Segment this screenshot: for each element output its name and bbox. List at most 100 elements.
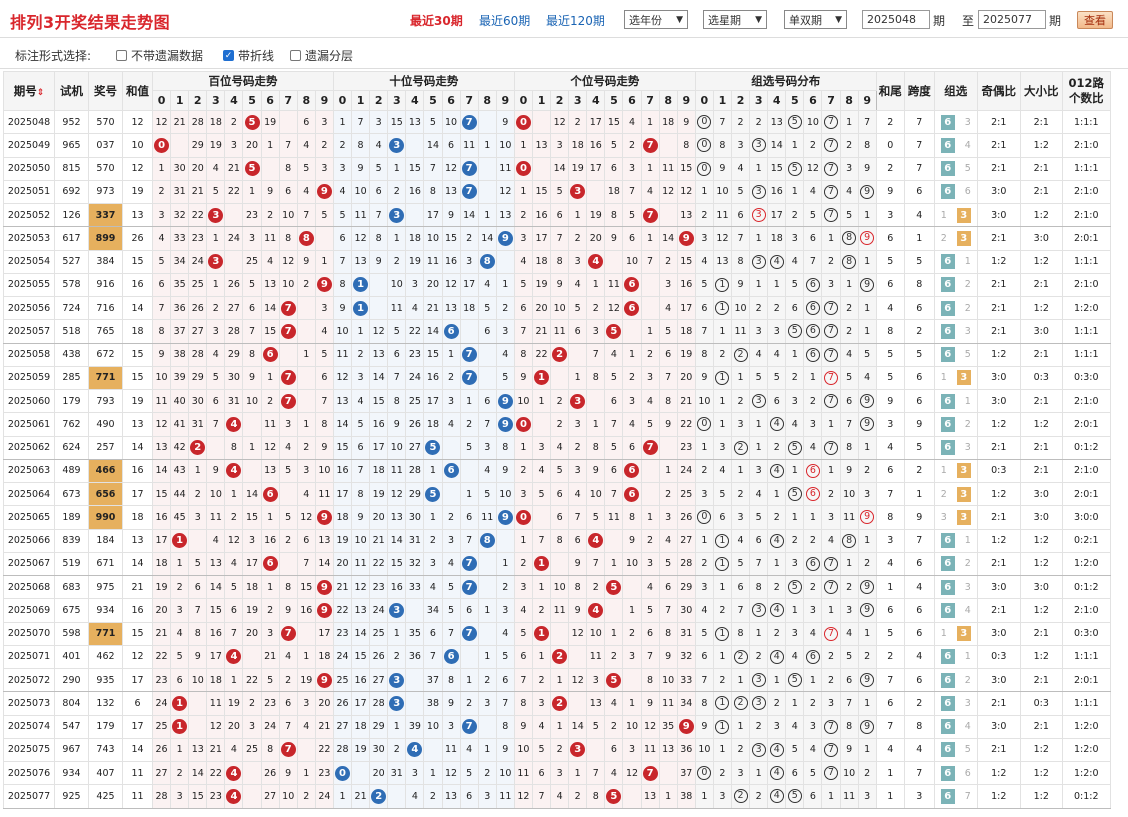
sum-cell: 12 bbox=[122, 109, 153, 135]
digit-header-3: 3 bbox=[749, 90, 769, 111]
t-cell: 2 bbox=[351, 342, 371, 367]
u-cell: 1 bbox=[531, 644, 552, 670]
issue-to-input[interactable]: 2025077 bbox=[978, 10, 1046, 29]
week-select[interactable]: 选星期 ▼ bbox=[703, 10, 767, 29]
sum-cell: 13 bbox=[122, 528, 153, 553]
checkbox-no-omission[interactable] bbox=[116, 50, 127, 61]
col-sum-tail: 和尾 bbox=[875, 71, 905, 111]
query-button[interactable]: 查看 bbox=[1077, 11, 1113, 29]
trial-cell: 673 bbox=[54, 481, 89, 507]
t-cell: 11 bbox=[351, 202, 371, 228]
option-no-omission[interactable]: 不带遗漏数据 bbox=[116, 47, 203, 64]
t-cell: 4 bbox=[477, 458, 497, 484]
h-cell: 26 bbox=[260, 760, 280, 786]
trial-cell: 934 bbox=[54, 760, 89, 786]
sum-cell: 26 bbox=[122, 226, 153, 251]
t-cell: 13 bbox=[441, 295, 461, 321]
t-cell: 3 bbox=[495, 319, 515, 344]
range-recent-60[interactable]: 最近60期 bbox=[479, 14, 531, 28]
h-cell bbox=[224, 202, 244, 228]
h-cell: 2 bbox=[296, 272, 316, 298]
ring-4: 4 bbox=[769, 603, 784, 618]
t-cell: 5 bbox=[332, 202, 353, 228]
h-cell: 1 bbox=[260, 133, 280, 158]
h-cell: 2 bbox=[278, 528, 298, 553]
h-cell: 3 bbox=[296, 691, 316, 716]
t-cell: 3 bbox=[423, 551, 443, 577]
h-cell: 18 bbox=[151, 551, 172, 577]
col-odd-even: 奇偶比 bbox=[976, 71, 1021, 111]
big-small-cell: 1:2 bbox=[1019, 644, 1063, 670]
u-cell bbox=[550, 621, 570, 646]
h-cell: 9 bbox=[278, 598, 298, 623]
t-cell: 1 bbox=[332, 784, 353, 809]
ring-8: 8 bbox=[842, 254, 857, 269]
issue-from-input[interactable]: 2025048 bbox=[862, 10, 930, 29]
group-other: 1 bbox=[964, 535, 971, 547]
u-cell: 2 bbox=[550, 342, 570, 367]
h-cell: 9 bbox=[314, 667, 334, 693]
group-dist-cell: 3 bbox=[785, 621, 805, 646]
trial-cell: 285 bbox=[54, 365, 89, 391]
h-cell: 7 bbox=[206, 412, 226, 437]
group-dist-cell: 5 bbox=[803, 760, 823, 786]
sum-cell: 16 bbox=[122, 598, 153, 623]
h-cell: 4 bbox=[260, 249, 280, 274]
h-cell: 37 bbox=[170, 319, 190, 344]
digit-header-7: 7 bbox=[640, 90, 660, 111]
t-cell: 25 bbox=[332, 667, 353, 693]
h-cell: 7 bbox=[188, 598, 208, 623]
u-cell: 3 bbox=[586, 667, 606, 693]
h-cell bbox=[278, 481, 298, 507]
range-recent-30[interactable]: 最近30期 bbox=[410, 14, 463, 28]
trial-cell: 925 bbox=[54, 784, 89, 809]
t-cell: 8 bbox=[495, 714, 515, 739]
t-cell: 2 bbox=[369, 784, 389, 809]
h-cell: 8 bbox=[278, 156, 298, 181]
option-with-line[interactable]: ✓ 带折线 bbox=[223, 47, 274, 64]
t-cell: 7 bbox=[332, 249, 353, 274]
year-select[interactable]: 选年份 ▼ bbox=[624, 10, 688, 29]
ball-t-9: 9 bbox=[497, 416, 513, 432]
digit-header-8: 8 bbox=[296, 90, 316, 111]
digit-header-1: 1 bbox=[712, 90, 733, 111]
t-cell: 6 bbox=[495, 667, 515, 693]
u-cell: 3 bbox=[568, 388, 588, 414]
u-cell: 4 bbox=[568, 481, 588, 507]
h-cell: 15 bbox=[242, 505, 262, 530]
h-cell: 20 bbox=[224, 714, 244, 739]
u-cell: 1 bbox=[622, 598, 642, 623]
group-dist-cell: 2 bbox=[767, 435, 787, 460]
ring-9: 9 bbox=[860, 184, 875, 199]
sort-icon[interactable]: ⇕ bbox=[36, 88, 45, 98]
t-cell: 18 bbox=[423, 412, 443, 437]
group-dist-cell: 2 bbox=[694, 551, 714, 577]
checkbox-with-line[interactable]: ✓ bbox=[223, 50, 234, 61]
u-cell: 1 bbox=[550, 714, 570, 739]
u-cell: 25 bbox=[676, 481, 696, 507]
group-dist-cell: 1 bbox=[803, 667, 823, 693]
parity-select[interactable]: 单双期 ▼ bbox=[784, 10, 847, 29]
h-cell: 19 bbox=[242, 598, 262, 623]
odd-even-cell: 3:0 bbox=[976, 621, 1021, 646]
group-dist-cell: 2 bbox=[857, 458, 877, 484]
big-small-cell: 2:1 bbox=[1019, 667, 1063, 693]
u-cell: 17 bbox=[676, 295, 696, 321]
sum-tail-cell: 6 bbox=[875, 598, 905, 623]
h-cell: 1 bbox=[296, 342, 316, 367]
range-recent-120[interactable]: 最近120期 bbox=[546, 14, 605, 28]
t-cell: 3 bbox=[387, 667, 407, 693]
t-cell: 28 bbox=[405, 458, 425, 484]
u-cell: 5 bbox=[568, 295, 588, 321]
group-dist-cell: 1 bbox=[749, 226, 769, 251]
u-cell: 20 bbox=[531, 295, 552, 321]
u-cell: 2 bbox=[550, 388, 570, 414]
group-dist-cell: 5 bbox=[730, 179, 751, 205]
u-cell: 34 bbox=[676, 691, 696, 716]
col-issue[interactable]: 期号⇕ bbox=[3, 71, 55, 111]
option-omission-layer[interactable]: 遗漏分层 bbox=[290, 47, 353, 64]
checkbox-omission-layer[interactable] bbox=[290, 50, 301, 61]
t-cell: 5 bbox=[477, 481, 497, 507]
u-cell: 11 bbox=[604, 272, 624, 298]
